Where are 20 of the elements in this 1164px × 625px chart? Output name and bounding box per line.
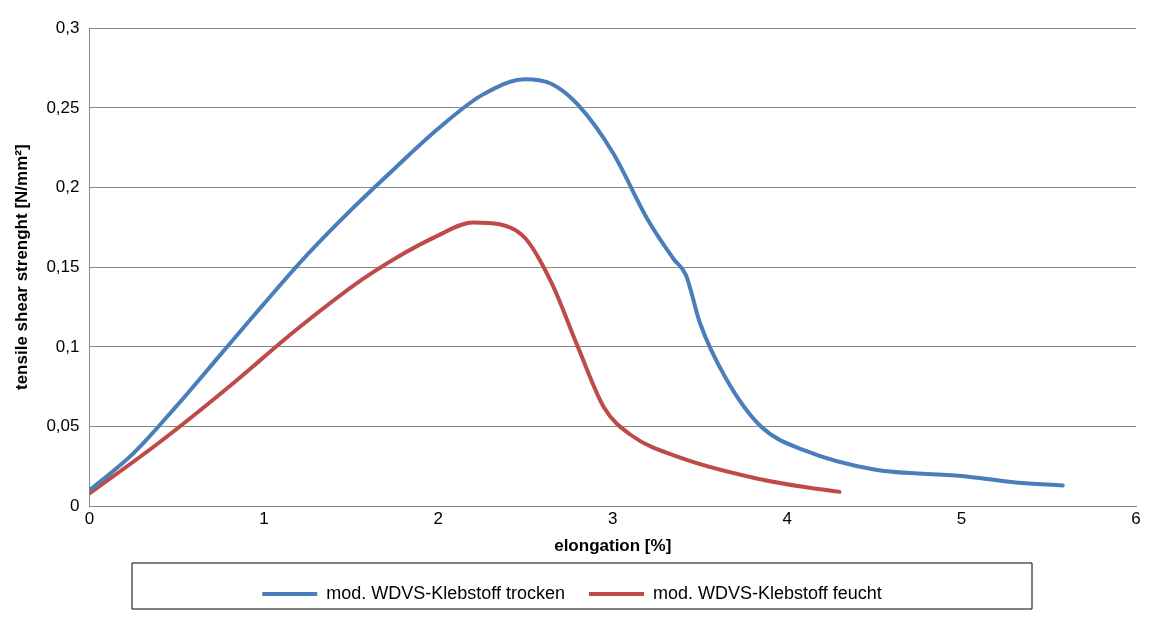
x-tick-label: 6	[1131, 509, 1141, 529]
line-series	[89, 220, 842, 496]
y-tick-label: 0,3	[55, 17, 80, 37]
legend-label: mod. WDVS-Klebstoff trocken	[326, 582, 566, 603]
y-tick-label: 0,25	[46, 97, 80, 117]
y-tick-label: 0,1	[55, 336, 80, 356]
x-axis-title: elongation [%]	[554, 536, 672, 556]
x-tick-label: 2	[433, 509, 444, 529]
x-tick-label: 0	[84, 509, 95, 529]
x-tick-label: 1	[259, 509, 269, 529]
y-tick-label: 0	[70, 495, 80, 515]
line-series	[89, 77, 1065, 493]
legend-label: mod. WDVS-Klebstoff feucht	[653, 582, 882, 603]
y-tick-label: 0,05	[46, 416, 80, 436]
y-tick-label: 0,2	[55, 177, 80, 197]
x-tick-label: 5	[956, 509, 967, 529]
y-tick-label: 0,15	[46, 256, 80, 276]
y-axis-title: tensile shear strenght [N/mm²]	[11, 144, 31, 390]
x-tick-label: 3	[608, 509, 618, 529]
x-tick-label: 4	[782, 509, 792, 529]
